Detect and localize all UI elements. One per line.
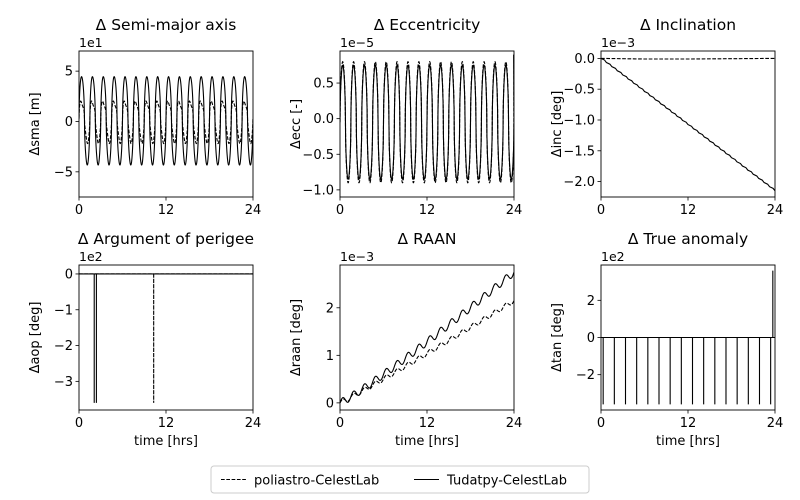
axis-offset-text: 1e−3 xyxy=(601,35,635,50)
chart-panel-3: 0 12 24 0.0 −0.5 −1.0 −1.5 −2.0 Δ Inclination 1e−… xyxy=(550,16,783,218)
y-tick-label: 0.0 xyxy=(574,52,595,67)
y-axis-label: Δecc [-] xyxy=(289,99,304,149)
y-tick-label: 0 xyxy=(65,115,73,130)
x-tick-label: 24 xyxy=(245,203,262,218)
y-tick-label: −0.5 xyxy=(302,148,334,163)
legend: poliastro-CelestLab Tudatpy-CelestLab xyxy=(210,465,590,494)
series-line-tudatpy xyxy=(601,57,775,192)
y-tick-label: −1.0 xyxy=(302,183,334,198)
y-axis-label: Δinc [deg] xyxy=(550,91,565,158)
y-axis-label: Δsma [m] xyxy=(28,92,43,155)
x-axis-label: time [hrs] xyxy=(134,434,198,449)
x-tick-label: 24 xyxy=(767,203,784,218)
series-line-tudatpy xyxy=(340,271,514,404)
x-tick-label: 12 xyxy=(158,203,175,218)
axis-offset-text: 1e1 xyxy=(79,35,103,50)
x-tick-label: 0 xyxy=(597,416,605,431)
y-tick-label: 2 xyxy=(587,294,595,309)
chart-title: Δ RAAN xyxy=(398,230,457,248)
y-tick-label: −2 xyxy=(54,339,73,354)
axis-offset-text: 1e−5 xyxy=(340,35,374,50)
x-axis-label: time [hrs] xyxy=(656,434,720,449)
x-tick-label: 24 xyxy=(506,203,523,218)
x-axis-label: time [hrs] xyxy=(395,434,459,449)
y-tick-label: 5 xyxy=(65,65,73,80)
y-tick-label: 0 xyxy=(65,267,73,282)
chart-title: Δ Eccentricity xyxy=(374,16,481,34)
series-line-tudatpy xyxy=(79,76,253,166)
chart-title: Δ True anomaly xyxy=(628,230,748,248)
x-tick-label: 12 xyxy=(680,416,697,431)
x-tick-label: 0 xyxy=(597,203,605,218)
legend-box xyxy=(210,465,590,494)
chart-title: Δ Inclination xyxy=(640,16,736,34)
y-tick-label: −1 xyxy=(54,303,73,318)
y-tick-label: 0 xyxy=(587,331,595,346)
y-tick-label: 0 xyxy=(326,396,334,411)
x-tick-label: 0 xyxy=(75,203,83,218)
series-line-tudatpy xyxy=(601,336,775,405)
y-tick-label: −5 xyxy=(54,165,73,180)
x-tick-label: 24 xyxy=(506,416,523,431)
x-tick-label: 0 xyxy=(75,416,83,431)
y-tick-label: −1.0 xyxy=(563,113,595,128)
y-tick-label: −0.5 xyxy=(563,83,595,98)
y-axis-label: Δaop [deg] xyxy=(28,302,43,374)
legend-label: poliastro-CelestLab xyxy=(254,474,379,489)
y-tick-label: 2 xyxy=(326,301,334,316)
x-tick-label: 24 xyxy=(767,416,784,431)
y-tick-label: 0.5 xyxy=(313,77,334,92)
series-line-tudatpy xyxy=(340,64,514,180)
chart-title: Δ Argument of perigee xyxy=(78,230,254,248)
chart-title: Δ Semi-major axis xyxy=(96,16,237,34)
y-tick-label: −2 xyxy=(576,368,595,383)
axis-offset-text: 1e2 xyxy=(601,249,625,264)
y-tick-label: −3 xyxy=(54,375,73,390)
x-tick-label: 0 xyxy=(336,416,344,431)
legend-label: Tudatpy-CelestLab xyxy=(446,474,567,489)
x-tick-label: 12 xyxy=(680,203,697,218)
y-axis-label: Δraan [deg] xyxy=(289,299,304,376)
y-tick-label: 1 xyxy=(326,349,334,364)
x-tick-label: 0 xyxy=(336,203,344,218)
series-line-poliastro xyxy=(601,57,775,60)
axis-offset-text: 1e−3 xyxy=(340,249,374,264)
y-tick-label: −2.0 xyxy=(563,175,595,190)
x-tick-label: 12 xyxy=(158,416,175,431)
x-tick-label: 24 xyxy=(245,416,262,431)
x-tick-label: 12 xyxy=(419,416,436,431)
series-line-tudatpy xyxy=(79,273,253,403)
y-tick-label: −1.5 xyxy=(563,144,595,159)
y-tick-label: 0.0 xyxy=(313,112,334,127)
y-axis-label: Δtan [deg] xyxy=(550,303,565,372)
x-tick-label: 12 xyxy=(419,203,436,218)
axis-offset-text: 1e2 xyxy=(79,249,103,264)
